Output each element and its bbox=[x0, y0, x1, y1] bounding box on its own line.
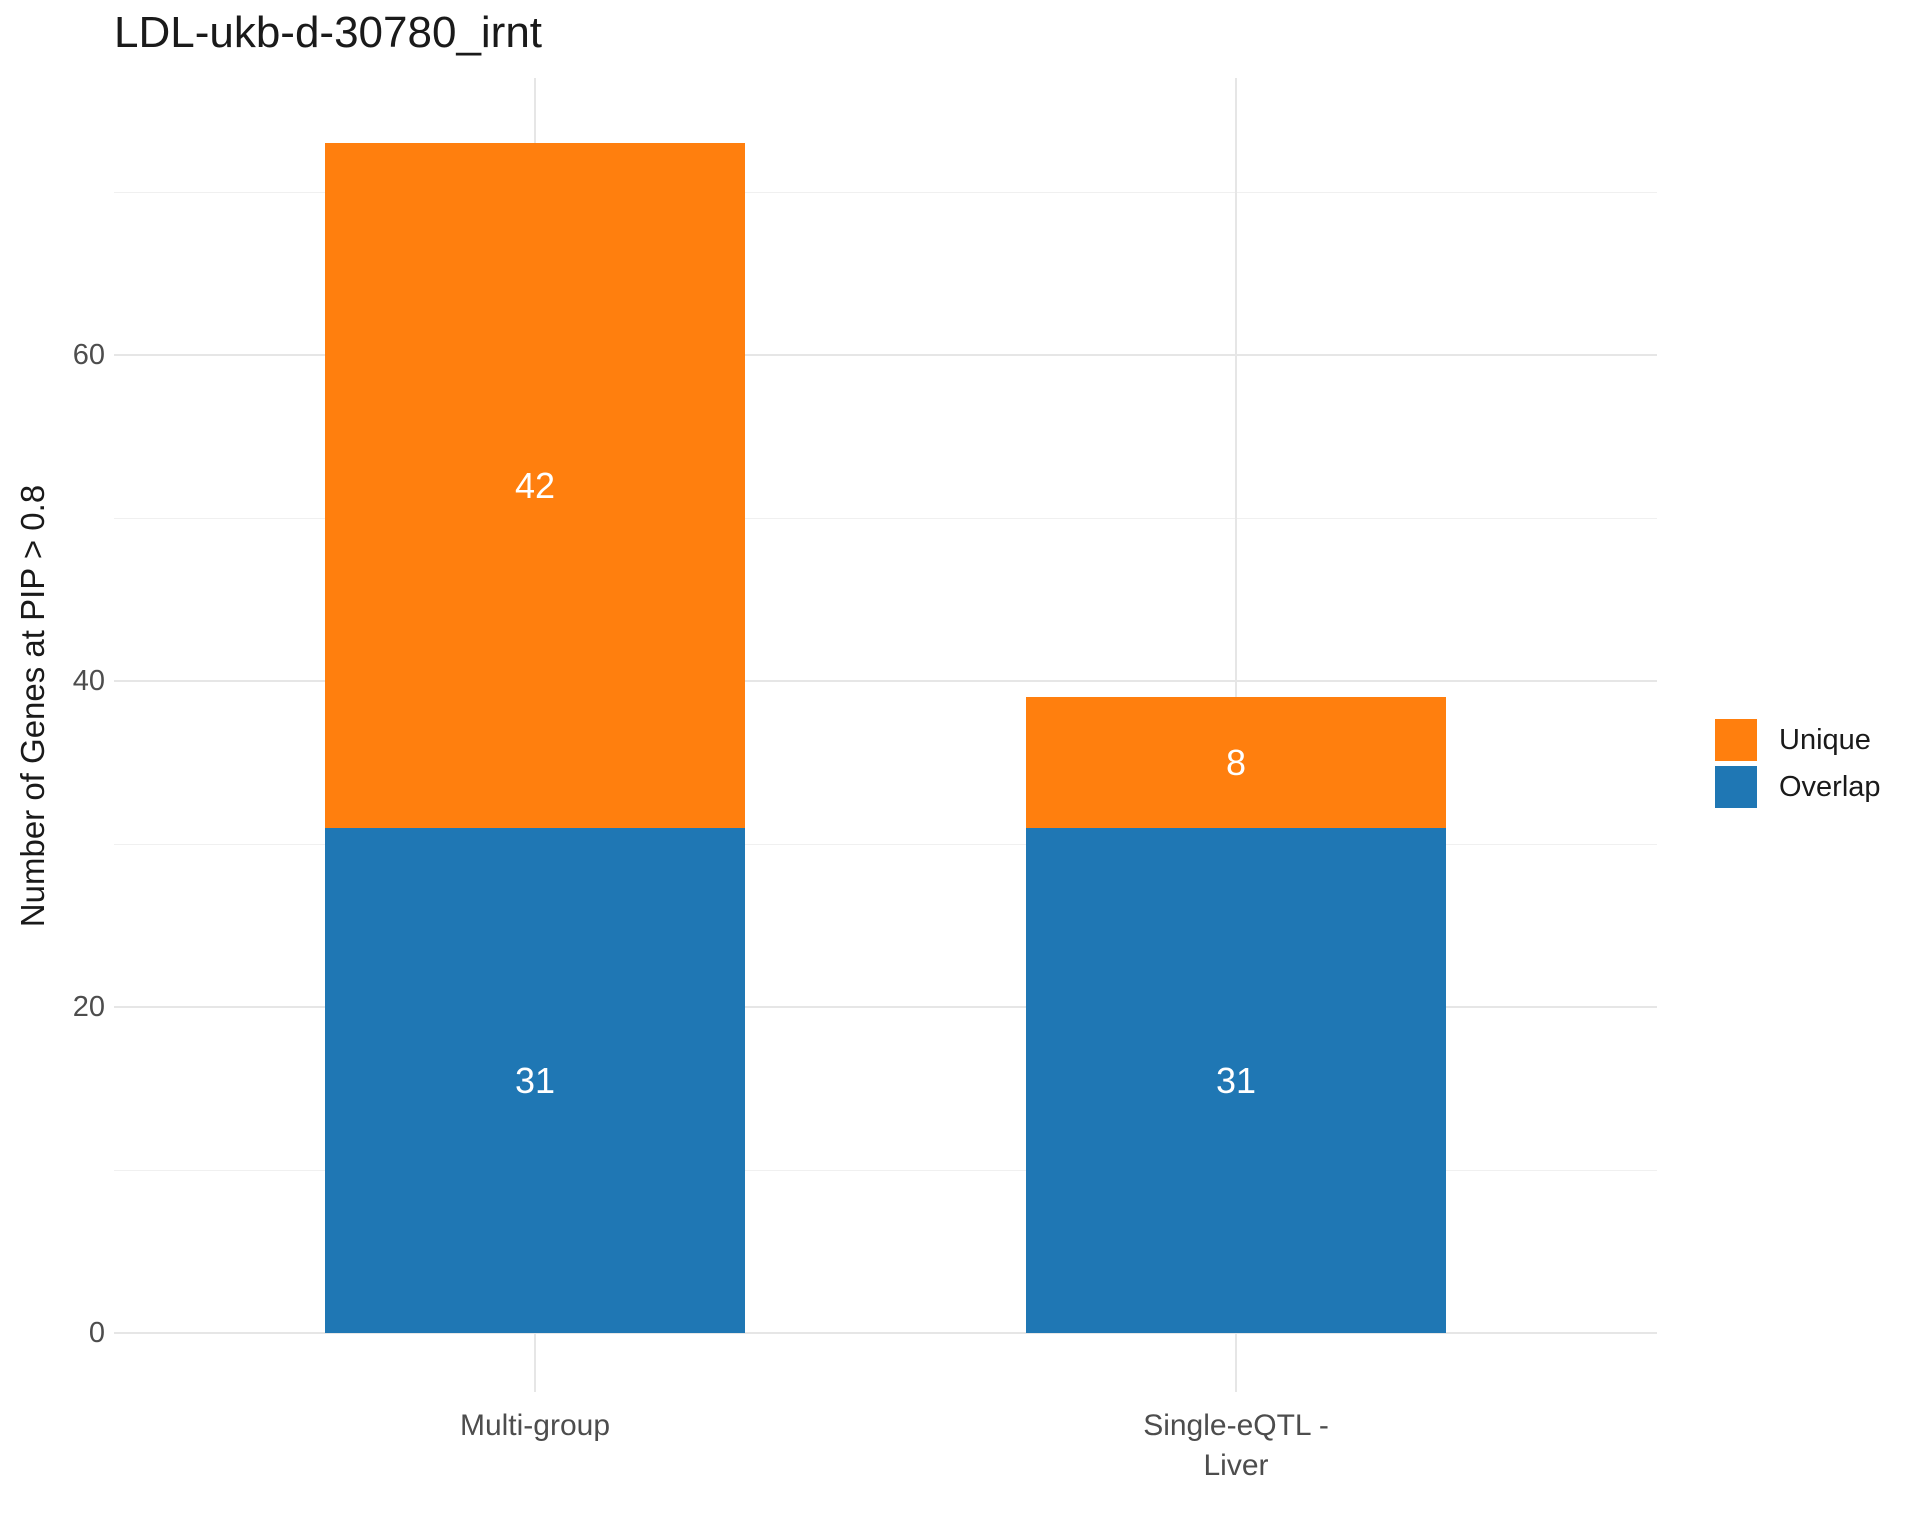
minor-gridline bbox=[114, 192, 1657, 193]
bar-value-label: 8 bbox=[1225, 742, 1247, 783]
bar-value-label: 42 bbox=[514, 465, 556, 506]
bar-segment-overlap bbox=[325, 828, 745, 1333]
x-tick-label: Single-eQTL - Liver bbox=[1143, 1409, 1329, 1482]
major-gridline bbox=[114, 680, 1657, 682]
legend-item-unique: Unique bbox=[1715, 719, 1881, 761]
bar-segment-unique bbox=[325, 143, 745, 828]
minor-gridline bbox=[114, 1170, 1657, 1171]
bar-segment-overlap bbox=[1026, 828, 1446, 1333]
minor-gridline bbox=[114, 844, 1657, 845]
minor-gridline bbox=[114, 518, 1657, 519]
bar-segment-unique bbox=[1026, 697, 1446, 828]
major-gridline bbox=[114, 354, 1657, 356]
bar-value-label: 31 bbox=[1215, 1060, 1257, 1101]
y-tick-label: 40 bbox=[72, 665, 105, 697]
chart-title: LDL-ukb-d-30780_irnt bbox=[114, 8, 543, 57]
legend-item-overlap: Overlap bbox=[1715, 766, 1881, 808]
y-tick-label: 0 bbox=[88, 1317, 105, 1349]
legend-key-swatch bbox=[1715, 719, 1757, 761]
y-axis-title: Number of Genes at PIP > 0.8 bbox=[14, 484, 51, 928]
bar-value-label: 31 bbox=[514, 1060, 556, 1101]
legend-label: Overlap bbox=[1779, 770, 1881, 803]
y-tick-label: 60 bbox=[72, 339, 105, 371]
legend-key-swatch bbox=[1715, 766, 1757, 808]
legend-label: Unique bbox=[1779, 723, 1871, 756]
legend: Unique Overlap bbox=[1715, 719, 1881, 808]
major-gridline bbox=[114, 1006, 1657, 1008]
y-tick-label: 20 bbox=[72, 991, 105, 1023]
major-gridline bbox=[114, 1332, 1657, 1334]
x-tick-label: Multi-group bbox=[459, 1409, 611, 1442]
